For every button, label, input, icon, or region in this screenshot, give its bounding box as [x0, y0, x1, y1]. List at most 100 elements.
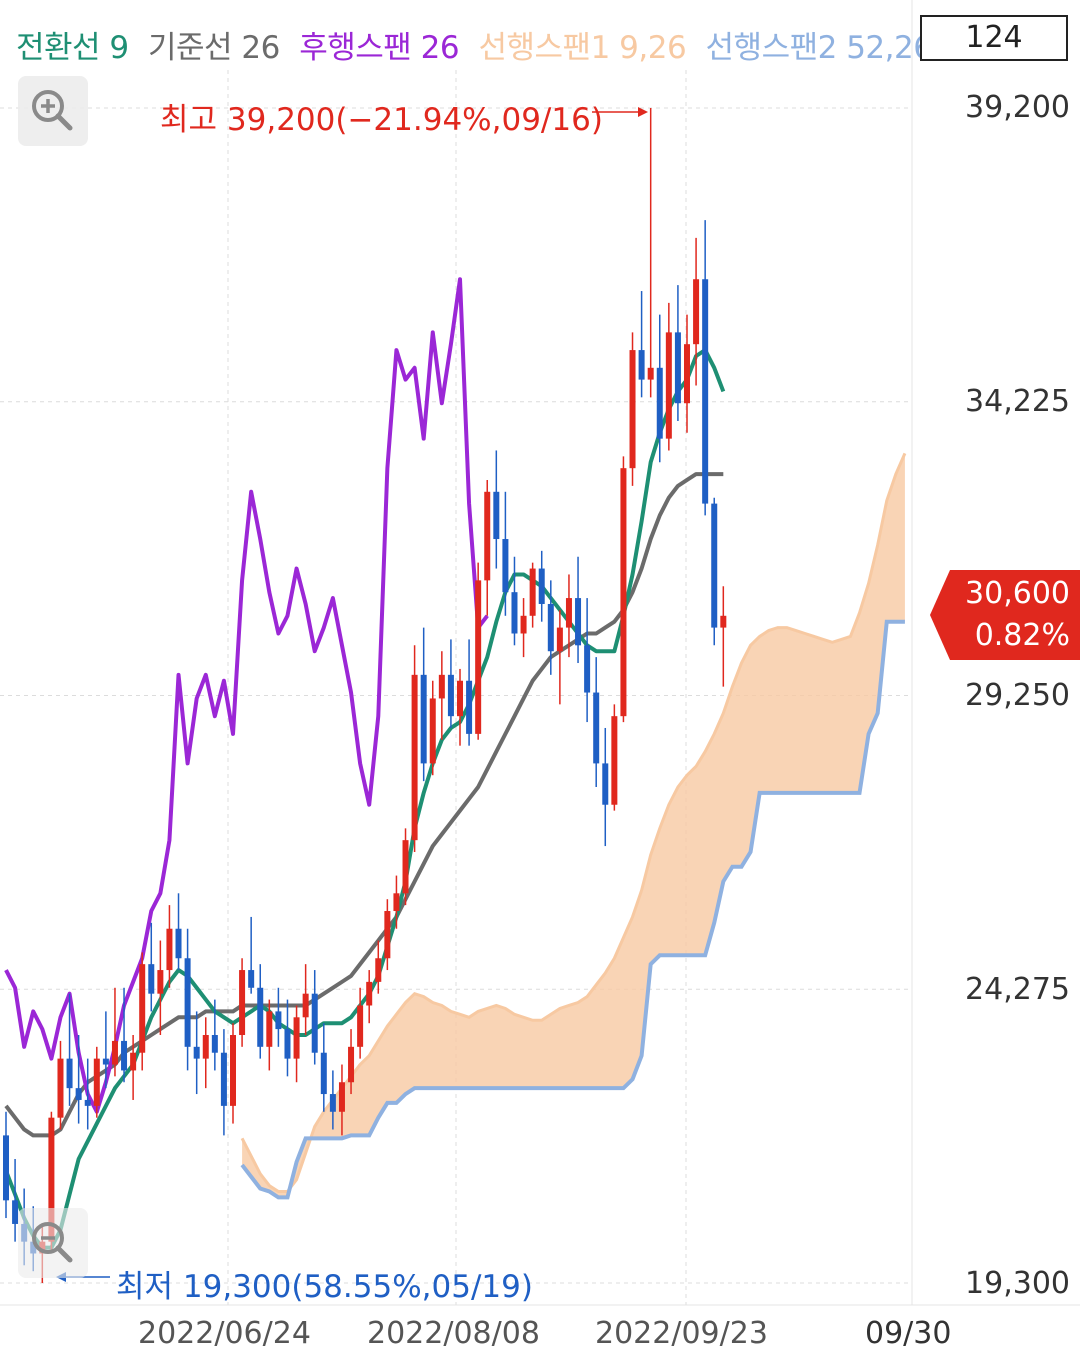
candle-body	[211, 1035, 218, 1053]
candle-body	[493, 491, 500, 540]
candle-body	[720, 615, 727, 628]
price-badge-shape	[930, 570, 1080, 660]
candle-body	[411, 674, 418, 841]
candle-body	[302, 993, 309, 1018]
candle-body	[111, 1040, 118, 1065]
candle-body	[565, 598, 572, 628]
candle-body	[384, 911, 391, 959]
indicator-legend: 전환선 9 기준선 26 후행스팬 26 선행스팬1 9,26 선행스팬2 52…	[16, 22, 942, 67]
candle-body	[311, 993, 318, 1053]
candle-body	[538, 568, 545, 604]
y-tick-label: 34,225	[965, 384, 1070, 419]
candle-body	[593, 692, 600, 764]
candle-body	[502, 539, 509, 593]
candle-body	[175, 928, 182, 959]
candle-body	[130, 1052, 137, 1071]
legend-lagging-span: 후행스팬 26	[299, 30, 460, 66]
candle-body	[329, 1094, 336, 1112]
candle-body	[511, 592, 518, 634]
zoom-in-button[interactable]	[18, 76, 88, 146]
candle-body	[711, 503, 718, 628]
candle-body	[693, 279, 700, 345]
y-tick-label: 24,275	[965, 972, 1070, 1007]
candle-body	[75, 1088, 82, 1100]
candle-body	[220, 1052, 227, 1106]
candle-body	[230, 1035, 236, 1106]
candlesticks	[3, 108, 727, 1283]
candle-body	[357, 1005, 364, 1047]
conversion-line	[4, 348, 726, 1250]
candle-body	[366, 981, 373, 1006]
candle-body	[320, 1052, 327, 1095]
candle-body	[166, 928, 173, 971]
candle-body	[702, 279, 709, 504]
candle-body	[475, 580, 482, 734]
candle-body	[284, 1029, 291, 1059]
candle-body	[556, 627, 563, 652]
candle-body	[602, 763, 609, 805]
legend-conversion-line: 전환선 9	[16, 30, 129, 66]
high-arrow-head	[638, 107, 648, 117]
candle-body	[239, 970, 246, 1036]
candle-body	[629, 350, 636, 469]
candle-body	[102, 1058, 109, 1065]
candle-body	[429, 698, 436, 764]
y-tick-label: 39,200	[965, 90, 1070, 125]
candle-body	[121, 1040, 128, 1071]
legend-leading-span-1: 선행스팬1 9,26	[478, 30, 687, 66]
candle-body	[293, 1017, 300, 1059]
candle-body	[48, 1117, 55, 1242]
candle-body	[248, 970, 255, 988]
x-tick-label: 2022/06/24	[138, 1316, 311, 1351]
high-price-annotation: 최고 39,200(−21.94%,09/16)	[160, 102, 603, 138]
y-tick-label: 29,250	[965, 678, 1070, 713]
candle-body	[674, 332, 681, 404]
candle-body	[457, 680, 463, 717]
zoom-out-icon	[32, 1222, 73, 1263]
candle-body	[420, 674, 427, 764]
candle-body	[348, 1046, 355, 1083]
candle-body	[647, 367, 654, 380]
candle-body	[466, 680, 473, 734]
legend-base-line: 기준선 26	[148, 30, 280, 66]
candle-body	[338, 1082, 345, 1112]
candle-body	[375, 958, 382, 982]
leading-span-2-line	[240, 619, 905, 1200]
candle-body	[148, 964, 155, 994]
candle-body	[84, 1099, 91, 1106]
candle-body	[3, 1135, 9, 1201]
candle-body	[57, 1058, 64, 1118]
low-price-annotation: 최저 19,300(58.55%,05/19)	[116, 1269, 533, 1305]
candle-body	[584, 645, 591, 693]
chart-grid	[0, 0, 1080, 1306]
zoom-in-icon	[32, 90, 73, 131]
candle-body	[275, 1011, 282, 1030]
candle-body	[193, 1046, 200, 1059]
candle-body	[184, 958, 191, 1047]
candle-body	[66, 1058, 73, 1089]
candle-body	[393, 893, 400, 912]
candle-count-box[interactable]: 124	[920, 15, 1068, 61]
current-price-badge: 30,600 0.82%	[930, 570, 1080, 660]
candle-body	[93, 1058, 100, 1106]
candle-body	[139, 964, 146, 1053]
cloud-area	[242, 453, 905, 1198]
candle-body	[547, 603, 554, 652]
legend-leading-span-2: 선행스팬2 52,26	[705, 30, 933, 66]
current-change: 0.82%	[974, 618, 1070, 653]
candle-body	[638, 350, 645, 380]
candle-body	[402, 840, 409, 894]
x-tick-label: 2022/09/23	[595, 1316, 768, 1351]
zoom-out-button[interactable]	[18, 1208, 88, 1278]
candle-body	[520, 615, 527, 634]
lagging-span-line	[4, 277, 489, 1114]
candle-body	[656, 367, 663, 439]
current-price: 30,600	[965, 576, 1070, 611]
candle-body	[257, 987, 264, 1047]
x-tick-label: 09/30	[865, 1316, 952, 1351]
candle-body	[438, 674, 445, 699]
candle-body	[620, 468, 627, 717]
candle-body	[611, 716, 618, 805]
candle-body	[684, 344, 690, 404]
